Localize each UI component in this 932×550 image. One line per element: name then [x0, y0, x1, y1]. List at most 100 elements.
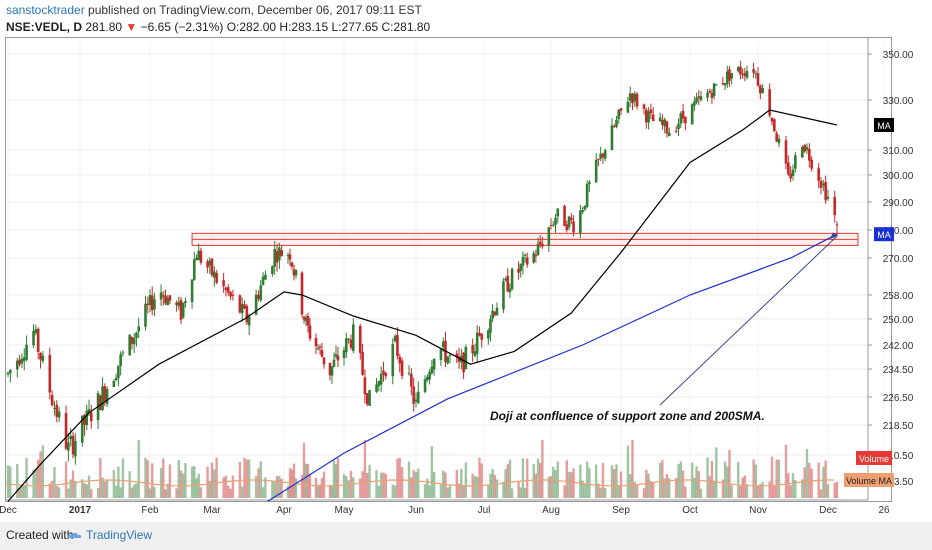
volume-bar: [588, 468, 591, 498]
candle-body: [663, 119, 666, 127]
candle-body: [679, 113, 683, 124]
volume-bar: [359, 478, 362, 498]
volume-bar: [504, 469, 507, 498]
candle-body: [128, 334, 131, 356]
candle-body: [55, 404, 59, 418]
candle-body: [50, 394, 54, 406]
volume-bar: [144, 457, 147, 498]
candle-body: [487, 330, 490, 339]
candle-body: [314, 337, 318, 347]
candle-body: [410, 373, 413, 387]
volume-bar: [25, 457, 28, 498]
candle-body: [773, 119, 776, 132]
candle-body: [238, 295, 242, 313]
candle-body: [441, 341, 445, 348]
volume-bar: [712, 480, 716, 498]
candle-body: [619, 108, 623, 111]
candle-body: [32, 330, 35, 346]
volume-bar: [663, 478, 666, 498]
volume-bar: [613, 468, 616, 498]
volume-bar: [787, 473, 790, 498]
volume-bar: [53, 467, 56, 498]
sma50-line: [7, 109, 838, 502]
volume-bar: [168, 464, 172, 498]
candle-body: [18, 359, 21, 365]
volume-bar: [328, 484, 332, 498]
candle-body: [626, 101, 630, 113]
volume-bar: [34, 468, 38, 498]
volume-bar: [794, 479, 797, 498]
candle-body: [304, 318, 308, 321]
volume-bar: [148, 488, 152, 498]
volume-bar: [803, 467, 806, 498]
candle-body: [739, 66, 742, 75]
y-tick-label: 300.00: [883, 171, 914, 182]
volume-badge[interactable]: [844, 473, 894, 487]
candle-body: [130, 336, 134, 344]
tradingview-brand-link[interactable]: TradingView: [86, 528, 153, 542]
volume-bar: [36, 459, 40, 498]
volume-bar: [322, 471, 326, 498]
volume-bar: [184, 463, 187, 498]
author-link[interactable]: sanstocktrader: [6, 3, 85, 17]
volume-bar: [114, 485, 118, 498]
candle-body: [448, 354, 452, 356]
chart-panel[interactable]: [5, 37, 892, 502]
volume-bar: [723, 461, 727, 498]
volume-bar: [271, 480, 274, 498]
volume-bar: [684, 486, 687, 498]
candle-body: [347, 338, 350, 340]
volume-bar: [254, 475, 258, 498]
volume-bar: [146, 460, 149, 498]
x-tick-label: Nov: [749, 505, 767, 516]
ma-badge[interactable]: [874, 227, 894, 242]
ma-badge[interactable]: [874, 118, 894, 132]
candle-body: [318, 346, 322, 348]
candle-body: [190, 279, 194, 303]
volume-bar: [635, 484, 639, 498]
volume-bar: [565, 460, 569, 498]
volume-bar: [85, 484, 88, 498]
y-tick-label: 242.00: [883, 341, 914, 352]
volume-badge[interactable]: [856, 451, 892, 465]
volume-bar: [506, 464, 509, 498]
candle-body: [736, 66, 740, 72]
candle-body: [349, 339, 353, 348]
candle-body: [446, 356, 450, 364]
volume-bar: [243, 457, 246, 498]
volume-bar: [99, 458, 102, 498]
candle-body: [599, 153, 602, 159]
candle-body: [756, 73, 760, 86]
candle-body: [432, 358, 436, 370]
candle-body: [508, 288, 512, 293]
candle-body: [153, 299, 156, 310]
candle-body: [777, 138, 781, 144]
volume-bar: [599, 487, 602, 498]
volume-bar: [412, 470, 415, 498]
ma-badge-label: MA: [877, 230, 891, 240]
volume-bar: [410, 477, 413, 498]
candle-body: [668, 132, 671, 137]
volume-ma-line: [5, 479, 835, 487]
candle-body: [759, 85, 762, 94]
candle-body: [306, 316, 310, 326]
candle-body: [754, 73, 758, 75]
candle-body: [426, 376, 429, 381]
candle-body: [330, 366, 334, 376]
candle-body: [684, 116, 687, 124]
candle-body: [768, 89, 771, 116]
candle-body: [132, 338, 136, 345]
volume-bar: [162, 458, 165, 498]
x-tick-label: Dec: [0, 505, 17, 516]
candle-body: [159, 292, 163, 300]
candle-body: [674, 130, 678, 132]
volume-bar: [508, 459, 512, 498]
y-tick-label: 203.50: [883, 477, 914, 488]
candle-body: [286, 254, 290, 256]
candle-body: [114, 377, 118, 381]
candle-body: [144, 303, 147, 327]
annotation-text: Doji at confluence of support zone and 2…: [490, 409, 765, 423]
candle-body: [231, 294, 235, 296]
candle-body: [725, 71, 729, 85]
